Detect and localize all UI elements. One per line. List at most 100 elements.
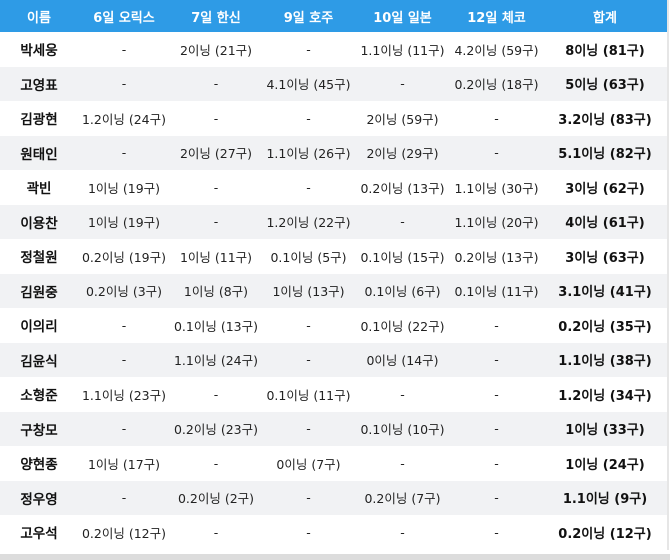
- game-10-cell: -: [355, 515, 450, 550]
- game-10-cell: 0.1이닝 (22구): [355, 308, 450, 343]
- game-10-cell: 0.2이닝 (13구): [355, 170, 450, 205]
- total-cell: 1이닝 (33구): [543, 411, 668, 446]
- game-9-cell: -: [262, 515, 355, 550]
- game-12-cell: 4.2이닝 (59구): [450, 32, 543, 67]
- table-row: 고우석 0.2이닝 (12구) - - - -0.2이닝 (12구): [0, 515, 668, 550]
- game-7-cell: 2이닝 (27구): [170, 135, 262, 170]
- pitcher-name-cell: 곽빈: [0, 170, 78, 205]
- header-game-9-australia: 9일 호주: [262, 0, 355, 32]
- game-10-cell: -: [355, 66, 450, 101]
- game-6-cell: 1.2이닝 (24구): [78, 101, 170, 136]
- total-cell: 1.1이닝 (38구): [543, 342, 668, 377]
- table-row: 소형준 1.1이닝 (23구) -0.1이닝 (11구) - -1.2이닝 (34구): [0, 377, 668, 412]
- table-row: 곽빈 1이닝 (19구) - -0.2이닝 (13구) 1.1이닝 (30구) 3이닝 (…: [0, 170, 668, 205]
- game-12-cell: -: [450, 342, 543, 377]
- pitcher-name-cell: 양현종: [0, 446, 78, 481]
- game-9-cell: -: [262, 480, 355, 515]
- table-row: 박세웅 -2이닝 (21구) -1.1이닝 (11구) 4.2이닝 (59구) 8이닝 …: [0, 32, 668, 67]
- header-total: 합계: [543, 0, 668, 32]
- table-row: 김원중 0.2이닝 (3구) 1이닝 (8구) 1이닝 (13구) 0.1이닝 (6구)…: [0, 273, 668, 308]
- game-7-cell: -: [170, 101, 262, 136]
- header-game-7-hanshin: 7일 한신: [170, 0, 262, 32]
- game-7-cell: 0.2이닝 (2구): [170, 480, 262, 515]
- pitcher-name-cell: 고영표: [0, 66, 78, 101]
- game-12-cell: 0.2이닝 (18구): [450, 66, 543, 101]
- game-9-cell: -: [262, 411, 355, 446]
- game-10-cell: 1.1이닝 (11구): [355, 32, 450, 67]
- pitcher-name-cell: 정우영: [0, 480, 78, 515]
- game-12-cell: 0.2이닝 (13구): [450, 239, 543, 274]
- game-10-cell: 0.1이닝 (6구): [355, 273, 450, 308]
- game-9-cell: 4.1이닝 (45구): [262, 66, 355, 101]
- game-9-cell: 0.1이닝 (5구): [262, 239, 355, 274]
- game-10-cell: -: [355, 377, 450, 412]
- game-9-cell: 1.1이닝 (26구): [262, 135, 355, 170]
- total-cell: 3이닝 (63구): [543, 239, 668, 274]
- game-6-cell: 1이닝 (19구): [78, 170, 170, 205]
- pitcher-name-cell: 고우석: [0, 515, 78, 550]
- game-7-cell: 1이닝 (11구): [170, 239, 262, 274]
- total-cell: 4이닝 (61구): [543, 204, 668, 239]
- table-row: 김윤식 -1.1이닝 (24구) -0이닝 (14구) -1.1이닝 (38구): [0, 342, 668, 377]
- total-cell: 1.1이닝 (9구): [543, 480, 668, 515]
- game-7-cell: -: [170, 204, 262, 239]
- game-10-cell: 0.1이닝 (10구): [355, 411, 450, 446]
- pitcher-name-cell: 소형준: [0, 377, 78, 412]
- table-row: 고영표 - -4.1이닝 (45구) -0.2이닝 (18구) 5이닝 (63구): [0, 66, 668, 101]
- header-name: 이름: [0, 0, 78, 32]
- game-12-cell: -: [450, 308, 543, 343]
- game-10-cell: -: [355, 204, 450, 239]
- pitcher-name-cell: 이용찬: [0, 204, 78, 239]
- game-9-cell: -: [262, 342, 355, 377]
- game-9-cell: 1이닝 (13구): [262, 273, 355, 308]
- pitcher-name-cell: 김원중: [0, 273, 78, 308]
- game-12-cell: 0.1이닝 (11구): [450, 273, 543, 308]
- game-7-cell: 2이닝 (21구): [170, 32, 262, 67]
- game-6-cell: -: [78, 66, 170, 101]
- game-9-cell: 1.2이닝 (22구): [262, 204, 355, 239]
- game-6-cell: -: [78, 135, 170, 170]
- game-6-cell: -: [78, 342, 170, 377]
- game-7-cell: -: [170, 377, 262, 412]
- total-cell: 1.2이닝 (34구): [543, 377, 668, 412]
- game-7-cell: -: [170, 515, 262, 550]
- game-9-cell: 0.1이닝 (11구): [262, 377, 355, 412]
- table-row: 양현종 1이닝 (17구) -0이닝 (7구) - -1이닝 (24구): [0, 446, 668, 481]
- game-10-cell: 2이닝 (29구): [355, 135, 450, 170]
- pitcher-name-cell: 박세웅: [0, 32, 78, 67]
- pitcher-name-cell: 원태인: [0, 135, 78, 170]
- table-row: 정우영 -0.2이닝 (2구) -0.2이닝 (7구) -1.1이닝 (9구): [0, 480, 668, 515]
- game-9-cell: -: [262, 101, 355, 136]
- game-6-cell: -: [78, 32, 170, 67]
- game-7-cell: -: [170, 66, 262, 101]
- game-12-cell: 1.1이닝 (20구): [450, 204, 543, 239]
- bottom-edge-divider: [0, 554, 670, 560]
- table-header: 이름 6일 오릭스 7일 한신 9일 호주 10일 일본 12일 체코 합계: [0, 0, 668, 32]
- game-6-cell: 0.2이닝 (3구): [78, 273, 170, 308]
- game-7-cell: -: [170, 446, 262, 481]
- game-10-cell: 0이닝 (14구): [355, 342, 450, 377]
- game-12-cell: -: [450, 446, 543, 481]
- total-cell: 3.1이닝 (41구): [543, 273, 668, 308]
- total-cell: 8이닝 (81구): [543, 32, 668, 67]
- game-7-cell: 1이닝 (8구): [170, 273, 262, 308]
- game-6-cell: 1.1이닝 (23구): [78, 377, 170, 412]
- game-6-cell: -: [78, 480, 170, 515]
- game-10-cell: -: [355, 446, 450, 481]
- pitcher-name-cell: 정철원: [0, 239, 78, 274]
- table-body: 박세웅 -2이닝 (21구) -1.1이닝 (11구) 4.2이닝 (59구) 8이닝 …: [0, 32, 668, 550]
- game-12-cell: -: [450, 515, 543, 550]
- total-cell: 1이닝 (24구): [543, 446, 668, 481]
- game-9-cell: -: [262, 32, 355, 67]
- game-7-cell: 1.1이닝 (24구): [170, 342, 262, 377]
- header-row: 이름 6일 오릭스 7일 한신 9일 호주 10일 일본 12일 체코 합계: [0, 0, 668, 32]
- total-cell: 0.2이닝 (12구): [543, 515, 668, 550]
- game-10-cell: 0.2이닝 (7구): [355, 480, 450, 515]
- game-9-cell: -: [262, 308, 355, 343]
- game-6-cell: -: [78, 308, 170, 343]
- game-12-cell: -: [450, 135, 543, 170]
- table-row: 원태인 -2이닝 (27구) 1.1이닝 (26구) 2이닝 (29구) -5.1이닝 …: [0, 135, 668, 170]
- game-6-cell: 0.2이닝 (12구): [78, 515, 170, 550]
- table-row: 정철원 0.2이닝 (19구) 1이닝 (11구) 0.1이닝 (5구) 0.1이닝 (…: [0, 239, 668, 274]
